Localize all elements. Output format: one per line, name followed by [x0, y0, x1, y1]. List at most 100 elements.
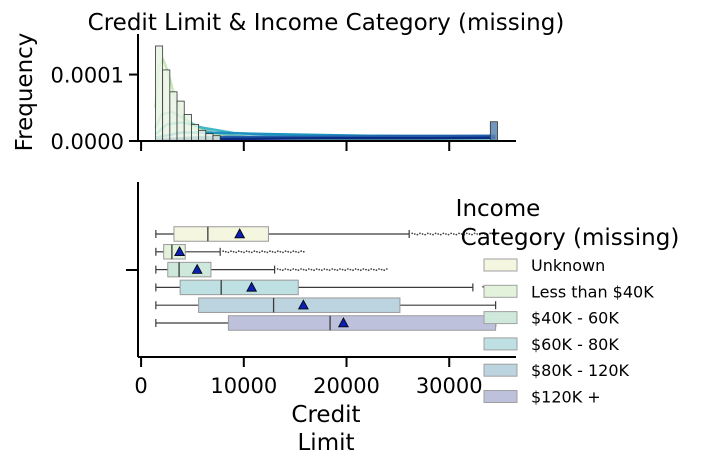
outlier-point: [253, 250, 256, 253]
outlier-point: [372, 268, 375, 271]
mean-marker-3: [246, 281, 258, 292]
legend-items: Unknown Less than $40K $40K - 60K $60K - 80…: [483, 256, 654, 407]
histogram-bar-6: [198, 129, 207, 142]
outlier-point: [230, 250, 232, 253]
outlier-point: [248, 250, 251, 253]
legend-label-0: Unknown: [531, 256, 605, 275]
outlier-point: [375, 269, 378, 272]
chart-title: Credit Limit & Income Category (missing): [88, 10, 565, 36]
outlier-point: [341, 268, 344, 271]
outlier-point: [315, 268, 318, 270]
outlier-point: [481, 232, 484, 235]
legend-label-1: Less than $40K: [531, 282, 654, 301]
x-axis-label-line: Limit: [297, 430, 354, 456]
outlier-point: [222, 250, 225, 253]
outlier-point: [266, 251, 269, 254]
outlier-point: [271, 250, 274, 253]
outlier-point: [289, 269, 292, 272]
outlier-point: [300, 268, 302, 270]
histogram-bar-2: [169, 91, 178, 142]
outlier-point: [421, 233, 424, 235]
outlier-point: [235, 251, 238, 254]
outlier-point: [416, 233, 419, 236]
outlier-point: [331, 268, 334, 270]
outlier-point: [413, 233, 416, 235]
outlier-point: [339, 268, 341, 270]
outlier-point: [424, 233, 427, 236]
outlier-point: [307, 268, 310, 270]
outlier-point: [328, 269, 331, 272]
outlier-point: [465, 232, 468, 235]
outlier-point: [437, 233, 440, 235]
outlier-point: [463, 233, 466, 236]
outlier-point: [284, 250, 287, 253]
outlier-point: [442, 232, 445, 235]
box-3: [179, 279, 299, 296]
legend-label-5: $120K +: [531, 388, 601, 407]
outlier-point: [473, 232, 476, 235]
outlier-point: [370, 268, 373, 270]
outlier-point: [256, 250, 258, 253]
outlier-point: [439, 233, 442, 236]
outlier-point: [227, 251, 230, 254]
legend-label-4: $80K - 120K: [531, 361, 630, 380]
boxplot-1: [155, 244, 305, 260]
outlier-point: [452, 233, 455, 235]
outliers-0: [411, 232, 497, 236]
legend-swatch-4: [483, 363, 518, 377]
outlier-point: [429, 233, 432, 235]
legend-title-line: Category (missing): [461, 225, 680, 251]
mean-marker-1: [174, 245, 186, 256]
outlier-point: [313, 269, 315, 272]
legend-title: Income Category (missing): [456, 196, 680, 251]
outlier-point: [305, 269, 308, 272]
legend-item-5: $120K +: [483, 388, 601, 407]
legend-item-3: $60K - 80K: [483, 335, 619, 354]
outlier-point: [432, 233, 434, 236]
outlier-point: [276, 268, 279, 270]
outlier-point: [484, 233, 486, 235]
histogram-axes: 0.0000 0.0001: [51, 34, 516, 154]
histogram-bar-3: [176, 100, 185, 142]
outlier-point: [434, 232, 437, 235]
outlier-point: [302, 268, 305, 271]
legend-swatch-1: [483, 284, 518, 298]
boxplot-5: [155, 315, 497, 331]
x-axis-label: Credit Limit: [291, 402, 360, 456]
legend-label-3: $60K - 80K: [531, 335, 619, 354]
outlier-point: [346, 268, 349, 270]
outlier-point: [263, 250, 266, 253]
outlier-point: [359, 269, 362, 272]
outlier-point: [297, 269, 300, 272]
y-axis-label: Frequency: [12, 33, 38, 152]
outlier-point: [450, 232, 453, 235]
legend-swatch-2: [483, 311, 518, 325]
outlier-point: [240, 250, 243, 253]
legend-swatch-3: [483, 337, 518, 351]
outlier-point: [269, 250, 271, 253]
outlier-point: [245, 250, 248, 253]
outlier-point: [419, 232, 421, 235]
legend-title-line: Income: [456, 196, 541, 222]
outlier-point: [357, 268, 360, 271]
outlier-point: [491, 233, 494, 235]
outlier-point: [478, 233, 481, 236]
box-4: [198, 297, 401, 313]
legend-item-4: $80K - 120K: [483, 361, 630, 380]
outlier-point: [378, 268, 380, 270]
outlier-point: [224, 250, 227, 253]
boxplot-0: [155, 226, 497, 242]
mean-marker-2: [191, 263, 203, 274]
boxplot-4: [155, 297, 497, 313]
outlier-point: [482, 285, 484, 288]
outlier-point: [284, 268, 287, 270]
outlier-point: [445, 233, 447, 235]
outlier-point: [336, 269, 339, 272]
histogram-bar-5: [191, 123, 200, 142]
outlier-point: [380, 268, 383, 271]
outlier-point: [494, 233, 497, 236]
outlier-point: [292, 250, 295, 253]
outlier-point: [289, 251, 292, 254]
outliers-2: [276, 268, 388, 272]
